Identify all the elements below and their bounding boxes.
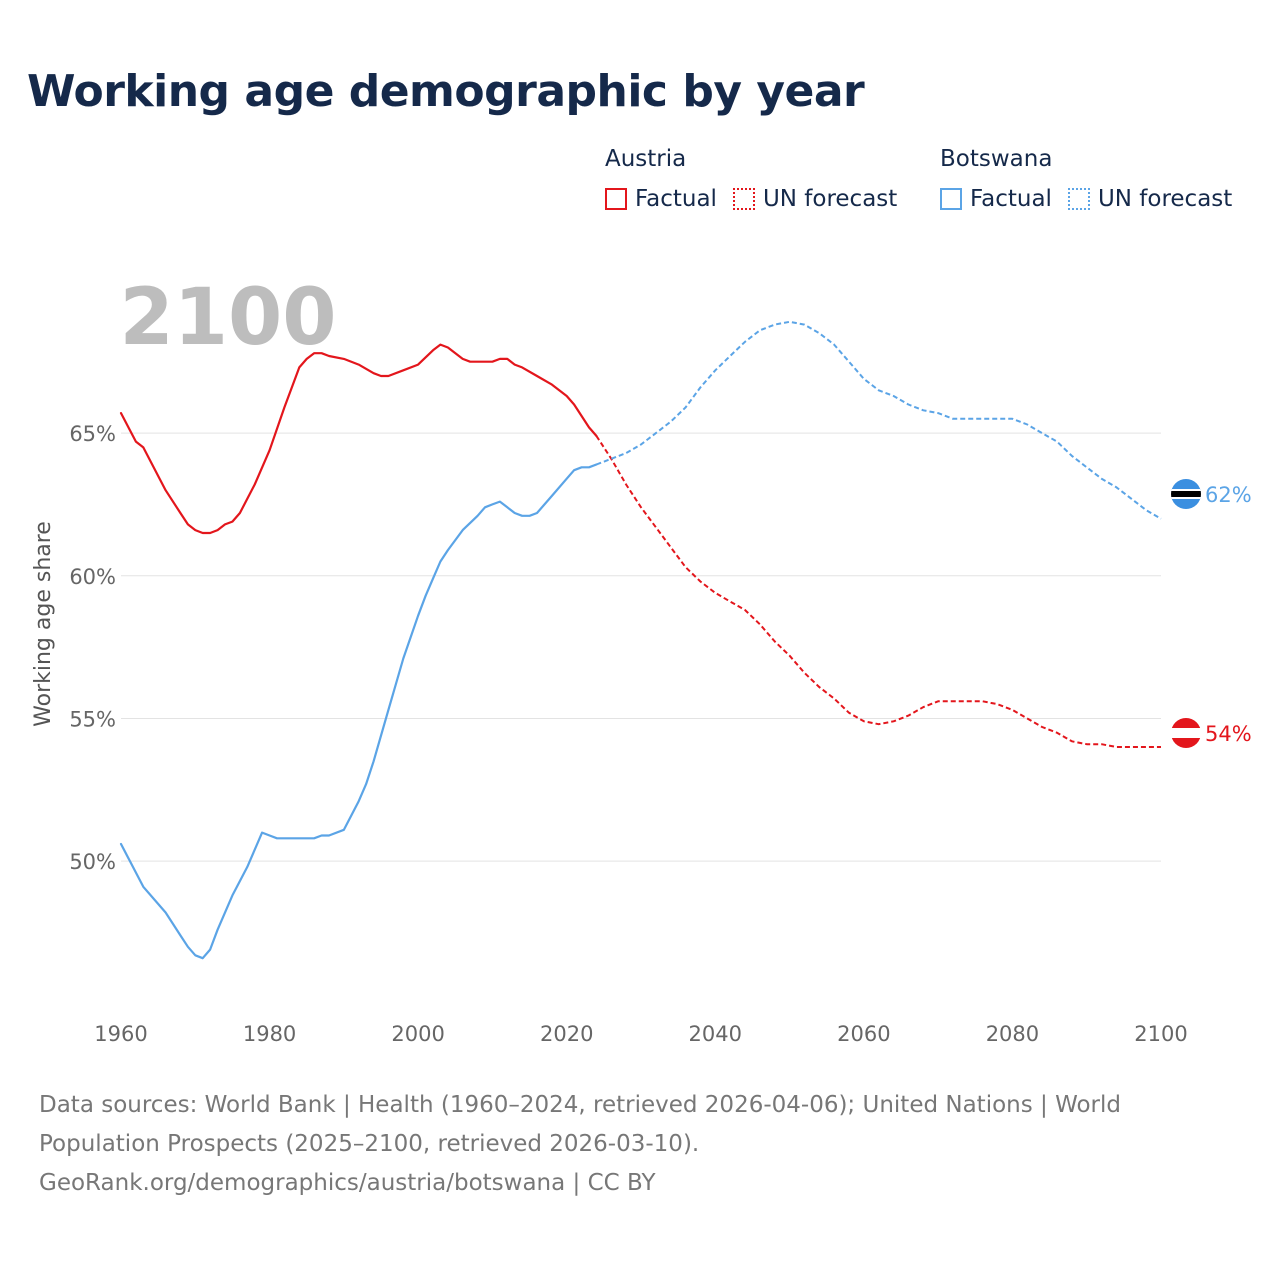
- legend-label-austria-factual: Factual: [635, 186, 717, 212]
- gridlines: [121, 432, 1161, 862]
- x-tick-label-2060: 2060: [837, 1022, 890, 1046]
- x-axis-ticks: 1960 1980 2000 2020 2040 2060 2080 2100: [94, 1022, 1187, 1046]
- series-lines: [119, 320, 1162, 960]
- y-tick-label-50: 50%: [69, 850, 116, 874]
- end-label-austria: 54%: [1205, 722, 1252, 746]
- y-tick-label-60: 60%: [69, 565, 116, 589]
- series-line-austria-factual[interactable]: [119, 343, 598, 535]
- legend-group-title-botswana: Botswana: [940, 146, 1053, 172]
- series-line-botswana-forecast[interactable]: [596, 320, 1162, 520]
- y-axis-ticks: 50% 55% 60% 65%: [69, 422, 116, 874]
- footer-credit[interactable]: GeoRank.org/demographics/austria/botswan…: [39, 1170, 656, 1196]
- y-axis-title: Working age share: [31, 521, 56, 727]
- footer-sources-line-2: Population Prospects (2025–2100, retriev…: [39, 1131, 700, 1157]
- series-line-botswana-factual[interactable]: [119, 463, 598, 960]
- legend-label-austria-forecast: UN forecast: [762, 186, 898, 212]
- botswana-flag-icon: [1171, 479, 1201, 509]
- legend-swatch-austria-forecast: [732, 188, 755, 210]
- x-tick-label-2080: 2080: [986, 1022, 1039, 1046]
- legend-group-title-austria: Austria: [605, 146, 687, 172]
- legend-item-austria-forecast[interactable]: UN forecast: [732, 186, 898, 212]
- legend-item-austria-factual[interactable]: Factual: [605, 186, 717, 212]
- series-line-austria-forecast[interactable]: [595, 435, 1161, 748]
- end-label-botswana: 62%: [1205, 483, 1252, 507]
- legend-item-botswana-forecast[interactable]: UN forecast: [1067, 186, 1233, 212]
- y-tick-label-65: 65%: [69, 422, 116, 446]
- footer: Data sources: World Bank | Health (1960–…: [39, 1086, 1239, 1203]
- legend-group-austria: Austria Factual UN forecast: [605, 144, 897, 212]
- legend-swatch-botswana-factual: [940, 188, 962, 210]
- legend-swatch-austria-factual: [605, 188, 627, 210]
- x-tick-label-1960: 1960: [94, 1022, 147, 1046]
- year-watermark: 2100: [119, 273, 336, 363]
- legend-label-botswana-forecast: UN forecast: [1097, 186, 1233, 212]
- x-tick-label-2040: 2040: [689, 1022, 742, 1046]
- footer-sources-line-1: Data sources: World Bank | Health (1960–…: [39, 1092, 1121, 1118]
- x-tick-label-1980: 1980: [243, 1022, 296, 1046]
- chart-title: Working age demographic by year: [27, 66, 865, 117]
- legend-group-botswana: Botswana Factual UN forecast: [940, 144, 1232, 212]
- x-tick-label-2000: 2000: [391, 1022, 444, 1046]
- x-tick-label-2100: 2100: [1134, 1022, 1187, 1046]
- y-tick-label-55: 55%: [69, 707, 116, 731]
- legend-item-botswana-factual[interactable]: Factual: [940, 186, 1052, 212]
- austria-flag-icon: [1171, 718, 1201, 748]
- x-tick-label-2020: 2020: [540, 1022, 593, 1046]
- legend-label-botswana-factual: Factual: [970, 186, 1052, 212]
- legend-swatch-botswana-forecast: [1067, 188, 1090, 210]
